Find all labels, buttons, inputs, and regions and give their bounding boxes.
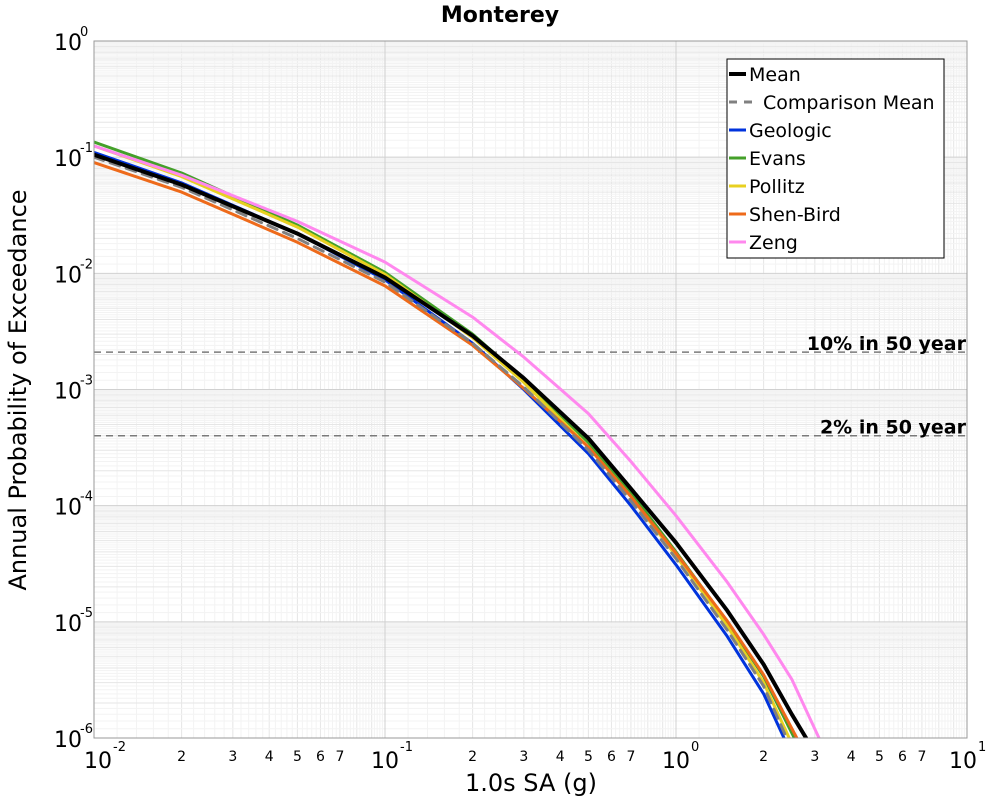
x-tick-exponent: -2 bbox=[113, 740, 126, 755]
x-minor-tick-label: 6 bbox=[898, 749, 907, 765]
y-tick-exponent: -4 bbox=[80, 490, 93, 505]
y-tick-label: 10 bbox=[54, 496, 82, 521]
x-tick-label: 10 bbox=[84, 749, 112, 774]
x-minor-tick-label: 7 bbox=[335, 749, 344, 765]
x-tick-exponent: 0 bbox=[691, 740, 699, 755]
y-tick-label: 10 bbox=[54, 380, 82, 405]
series-line-zeng bbox=[94, 144, 821, 738]
legend-label: Mean bbox=[749, 64, 801, 86]
reference-lines: 10% in 50 year 2% in 50 year bbox=[94, 333, 967, 439]
legend-label: Geologic bbox=[749, 120, 832, 142]
y-tick-exponent: -3 bbox=[80, 374, 93, 389]
y-tick-exponent: 0 bbox=[80, 25, 88, 40]
legend-box bbox=[726, 58, 945, 259]
reference-line-label: 10% in 50 year bbox=[807, 333, 967, 355]
legend: Mean Comparison Mean Geologic Evans Pollitz S… bbox=[726, 58, 945, 259]
series-line-mean bbox=[94, 152, 809, 738]
legend-label: Evans bbox=[749, 148, 806, 170]
y-tick-label: 10 bbox=[54, 147, 82, 172]
legend-label: Pollitz bbox=[749, 176, 805, 198]
chart-title: Monterey bbox=[441, 3, 559, 28]
x-minor-tick-label: 2 bbox=[759, 749, 768, 765]
legend-label: Shen-Bird bbox=[749, 204, 841, 226]
y-tick-exponent: -1 bbox=[80, 141, 93, 156]
x-minor-tick-label: 3 bbox=[228, 749, 237, 765]
x-minor-tick-label: 6 bbox=[607, 749, 616, 765]
series-line-comparison-mean bbox=[94, 155, 789, 738]
x-minor-tick-label: 4 bbox=[556, 749, 565, 765]
x-minor-tick-label: 2 bbox=[468, 749, 477, 765]
x-minor-tick-label: 4 bbox=[265, 749, 274, 765]
y-tick-label: 10 bbox=[54, 612, 82, 637]
x-tick-label: 10 bbox=[949, 749, 977, 774]
x-minor-tick-label: 7 bbox=[917, 749, 926, 765]
y-tick-label: 10 bbox=[54, 728, 82, 753]
x-minor-tick-label: 3 bbox=[810, 749, 819, 765]
reference-line-label: 2% in 50 year bbox=[820, 417, 967, 439]
legend-label: Comparison Mean bbox=[763, 92, 935, 114]
x-tick-exponent: -1 bbox=[400, 740, 413, 755]
y-tick-exponent: -5 bbox=[80, 606, 93, 621]
x-minor-tick-label: 6 bbox=[316, 749, 325, 765]
y-tick-label: 10 bbox=[54, 31, 82, 56]
x-minor-tick-label: 5 bbox=[584, 749, 593, 765]
x-tick-label: 10 bbox=[662, 749, 690, 774]
x-minor-tick-label: 4 bbox=[847, 749, 856, 765]
y-tick-exponent: -6 bbox=[80, 722, 93, 737]
plot-frame bbox=[93, 40, 968, 739]
x-tick-exponent: 1 bbox=[978, 740, 986, 755]
x-minor-tick-label: 5 bbox=[875, 749, 884, 765]
x-tick-label: 10 bbox=[371, 749, 399, 774]
y-axis-label: Annual Probability of Exceedance bbox=[4, 189, 32, 590]
x-minor-tick-label: 5 bbox=[293, 749, 302, 765]
x-minor-tick-label: 3 bbox=[519, 749, 528, 765]
series-lines bbox=[94, 140, 821, 738]
x-minor-tick-label: 2 bbox=[177, 749, 186, 765]
x-minor-tick-label: 7 bbox=[626, 749, 635, 765]
y-tick-exponent: -2 bbox=[80, 257, 93, 272]
y-tick-label: 10 bbox=[54, 263, 82, 288]
legend-label: Zeng bbox=[749, 232, 798, 254]
series-line-pollitz bbox=[94, 144, 791, 738]
x-axis-label: 1.0s SA (g) bbox=[465, 769, 597, 797]
